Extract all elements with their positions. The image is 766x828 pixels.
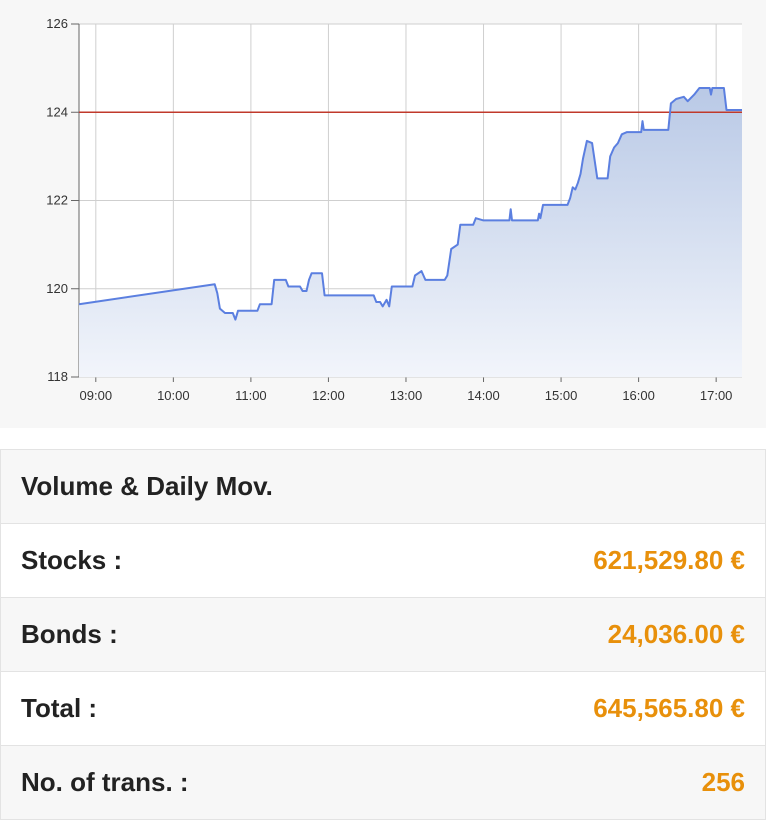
row-value: 621,529.80 € [593, 545, 745, 575]
volume-table-header: Volume & Daily Mov. [0, 450, 766, 524]
row-value: 256 [701, 767, 745, 797]
y-tick-label: 120 [46, 281, 68, 296]
x-tick-label: 15:00 [545, 388, 578, 403]
x-tick-label: 14:00 [467, 388, 500, 403]
row-label: Stocks : [21, 545, 123, 575]
x-tick-label: 11:00 [235, 388, 267, 403]
row-value: 645,565.80 € [593, 693, 745, 723]
row-label: Total : [21, 693, 98, 723]
chart-canvas: 09:00 10:00 11:00 12:00 13:00 14:00 15:00 16:00… [46, 16, 742, 403]
intraday-price-chart: 09:00 10:00 11:00 12:00 13:00 14:00 15:00 16:00… [46, 16, 742, 403]
y-tick-label: 118 [47, 369, 68, 384]
x-tick-label: 10:00 [157, 388, 190, 403]
x-tick-label: 09:00 [80, 388, 113, 403]
y-tick-label: 126 [46, 16, 68, 31]
y-tick-label: 122 [46, 193, 68, 208]
row-label: No. of trans. : [21, 767, 189, 797]
table-row-bonds: Bonds : 24,036.00 € [0, 598, 766, 672]
x-tick-label: 12:00 [312, 388, 345, 403]
row-value: 24,036.00 € [607, 619, 745, 649]
row-label: Bonds : [21, 619, 118, 649]
y-tick-label: 124 [46, 104, 68, 119]
table-row-transactions: No. of trans. : 256 [0, 746, 766, 820]
table-row-total: Total : 645,565.80 € [0, 672, 766, 746]
price-area-fill [79, 88, 742, 377]
volume-table: Volume & Daily Mov. Stocks : 621,529.80 … [0, 449, 766, 820]
x-tick-label: 13:00 [390, 388, 423, 403]
table-row-stocks: Stocks : 621,529.80 € [0, 524, 766, 598]
x-tick-label: 17:00 [700, 388, 733, 403]
volume-table-title: Volume & Daily Mov. [21, 471, 273, 501]
x-tick-label: 16:00 [622, 388, 655, 403]
price-line [78, 87, 742, 321]
